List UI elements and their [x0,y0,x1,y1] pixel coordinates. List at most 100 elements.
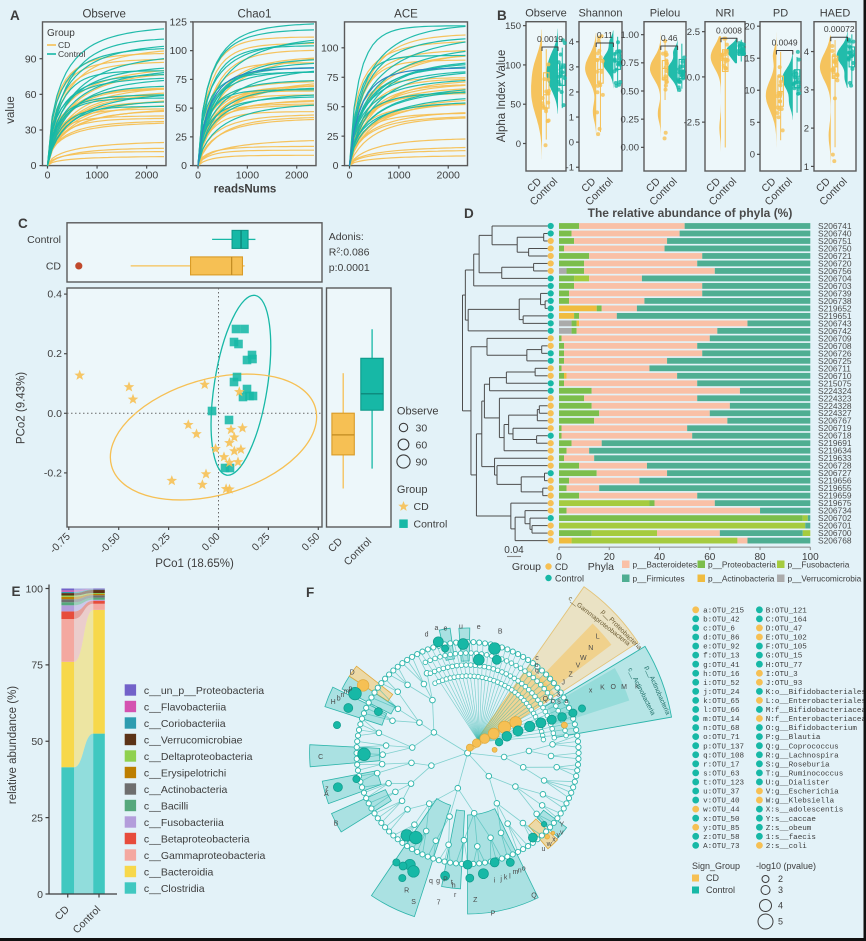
svg-text:p:OTU_137: p:OTU_137 [703,743,744,751]
svg-text:Control: Control [555,574,584,584]
svg-text:c: c [535,655,539,662]
svg-text:-log10 (pvalue): -log10 (pvalue) [756,861,816,871]
svg-text:10: 10 [744,86,755,97]
svg-text:0.11: 0.11 [597,30,613,40]
svg-text:P: P [491,910,496,917]
svg-text:Pielou: Pielou [650,8,681,20]
svg-text:d: d [425,631,429,638]
svg-text:S206702: S206702 [818,513,852,523]
svg-text:S206720: S206720 [818,258,852,268]
svg-text:x:OTU_50: x:OTU_50 [703,816,740,824]
svg-text:h: h [452,883,456,890]
svg-text:0.0: 0.0 [47,408,62,420]
svg-text:n: n [341,692,345,699]
svg-text:c__Deltaproteobacteria: c__Deltaproteobacteria [144,751,253,763]
svg-text:g:OTU_41: g:OTU_41 [703,662,740,670]
svg-text:100: 100 [25,583,43,595]
svg-text:S206741: S206741 [818,221,852,231]
svg-text:J: J [562,680,566,687]
svg-text:0.46: 0.46 [661,33,678,43]
svg-text:CD: CD [46,261,62,273]
svg-text:S206740: S206740 [818,229,852,239]
svg-text:A: A [10,8,20,23]
svg-text:0.0008: 0.0008 [716,25,742,35]
svg-text:90: 90 [416,456,428,468]
svg-text:U:g__Dialister: U:g__Dialister [766,780,830,788]
svg-text:S215075: S215075 [818,378,852,388]
svg-text:P: P [443,877,448,884]
svg-text:n:OTU_68: n:OTU_68 [703,725,740,733]
svg-text:R2:0.086: R2:0.086 [329,247,370,259]
svg-text:L: L [596,633,600,640]
svg-text:S206728: S206728 [818,461,852,471]
svg-text:S206727: S206727 [818,468,852,478]
svg-text:25: 25 [175,132,187,144]
svg-text:2: 2 [778,874,783,884]
svg-text:S219656: S219656 [818,476,852,486]
svg-text:CD: CD [58,40,70,50]
svg-text:25: 25 [31,812,43,824]
svg-text:S206743: S206743 [818,318,852,328]
svg-text:b: b [551,698,555,705]
svg-text:100: 100 [169,45,187,57]
svg-text:S206734: S206734 [818,506,852,516]
svg-text:E:OTU_102: E:OTU_102 [766,635,807,643]
svg-text:Control: Control [27,234,61,246]
svg-text:Y: Y [559,821,564,828]
svg-text:L:o__Enterobacteriales: L:o__Enterobacteriales [766,698,866,706]
svg-text:75: 75 [327,72,339,84]
svg-text:q: q [535,668,539,675]
svg-text:x: x [589,688,593,695]
svg-text:S219659: S219659 [818,491,852,501]
svg-text:2: 2 [804,124,809,135]
svg-text:60: 60 [416,439,428,451]
svg-text:50: 50 [175,103,187,115]
svg-text:p: p [348,685,352,692]
svg-text:c:OTU_6: c:OTU_6 [703,626,735,634]
svg-text:0.0019: 0.0019 [537,34,563,44]
svg-text:o:OTU_71: o:OTU_71 [703,734,740,742]
svg-text:0: 0 [750,150,755,161]
svg-text:j:OTU_24: j:OTU_24 [703,689,740,697]
svg-text:x: x [552,837,556,844]
svg-text:Alpha Index Value: Alpha Index Value [496,50,508,143]
svg-text:S219691: S219691 [818,438,852,448]
svg-text:K:o__Bifidobacteriales: K:o__Bifidobacteriales [766,689,866,697]
svg-text:S206719: S206719 [818,423,852,433]
svg-text:2.5: 2.5 [687,27,700,38]
svg-text:S206718: S206718 [818,431,852,441]
svg-text:p__Fusobacteria: p__Fusobacteria [788,559,850,569]
svg-text:w: w [546,841,553,848]
svg-text:c__Bacteroidia: c__Bacteroidia [144,866,214,878]
svg-text:S206708: S206708 [818,341,852,351]
svg-text:Group: Group [397,484,428,496]
svg-text:7: 7 [437,900,441,907]
svg-text:75: 75 [31,660,43,672]
svg-text:k:OTU_65: k:OTU_65 [703,698,740,706]
svg-text:m:OTU_14: m:OTU_14 [703,716,740,724]
svg-text:CD: CD [555,562,568,572]
svg-text:S219675: S219675 [818,498,852,508]
svg-text:i: i [494,878,496,885]
svg-text:S206738: S206738 [818,296,852,306]
svg-text:C: C [18,216,28,231]
svg-text:I:OTU_3: I:OTU_3 [766,671,798,679]
svg-text:0: 0 [45,170,51,182]
svg-text:S: S [411,899,416,906]
svg-text:S206701: S206701 [818,521,852,531]
svg-text:v:OTU_40: v:OTU_40 [703,798,740,806]
svg-text:c__Clostridia: c__Clostridia [144,883,205,895]
svg-text:f:OTU_13: f:OTU_13 [703,653,740,661]
svg-text:2000: 2000 [135,170,159,182]
svg-text:S206725: S206725 [818,356,852,366]
svg-text:S206739: S206739 [818,288,852,298]
svg-text:20: 20 [744,22,755,33]
svg-text:d:OTU_86: d:OTU_86 [703,635,740,643]
svg-text:S206751: S206751 [818,236,852,246]
svg-text:S206709: S206709 [818,333,852,343]
svg-text:c__Bacilli: c__Bacilli [144,800,188,812]
svg-text:1000: 1000 [236,170,260,182]
svg-text:0.25: 0.25 [621,115,640,126]
svg-text:N: N [588,645,593,652]
svg-text:S224323: S224323 [818,393,852,403]
